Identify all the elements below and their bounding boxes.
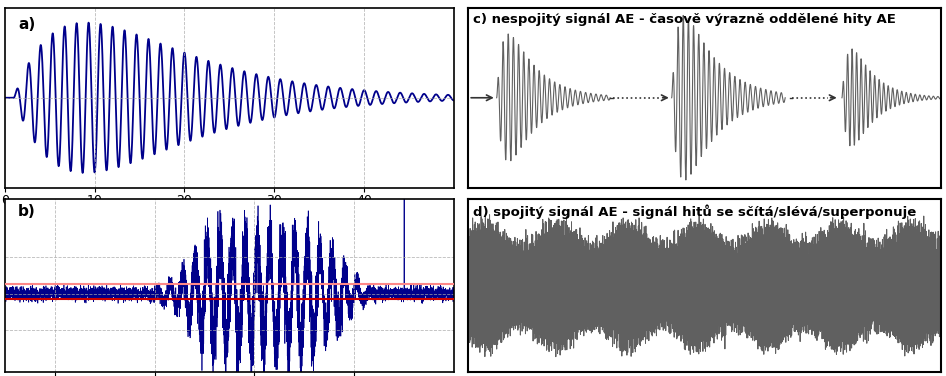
Text: d) spojitý signál AE - signál hitů se sčítá/slévá/superponuje: d) spojitý signál AE - signál hitů se sč… <box>473 205 917 219</box>
X-axis label: Čas[μs]: Čas[μs] <box>201 208 258 226</box>
Text: c) nespojitý signál AE - časově výrazně oddělené hity AE: c) nespojitý signál AE - časově výrazně … <box>473 13 896 26</box>
Text: b): b) <box>18 205 36 220</box>
Text: a): a) <box>18 17 35 32</box>
